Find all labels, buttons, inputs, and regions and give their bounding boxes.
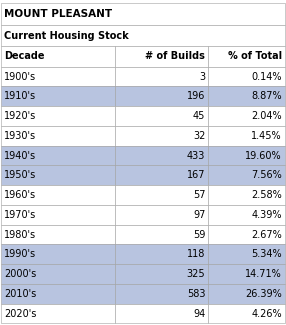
Bar (1, 304, 115, 323)
Text: 4.39%: 4.39% (251, 210, 282, 220)
Bar (115, 46, 208, 67)
Text: 3: 3 (199, 72, 205, 82)
Text: 1960's: 1960's (4, 190, 36, 200)
Bar (115, 86, 208, 106)
Text: MOUNT PLEASANT: MOUNT PLEASANT (4, 9, 112, 19)
Bar (115, 106, 208, 126)
Bar (1, 67, 115, 86)
Bar (208, 205, 285, 225)
Bar (115, 284, 208, 304)
Bar (208, 165, 285, 185)
Bar (208, 284, 285, 304)
Bar (115, 244, 208, 264)
Text: 1970's: 1970's (4, 210, 37, 220)
Bar (208, 185, 285, 205)
Bar (1, 225, 115, 244)
Bar (208, 225, 285, 244)
Bar (1, 126, 115, 146)
Bar (115, 126, 208, 146)
Text: 26.39%: 26.39% (245, 289, 282, 299)
Bar (1, 106, 115, 126)
Text: 19.60%: 19.60% (245, 150, 282, 161)
Text: 2000's: 2000's (4, 269, 37, 279)
Text: 1910's: 1910's (4, 91, 36, 101)
Bar (115, 205, 208, 225)
Text: 59: 59 (193, 229, 205, 240)
Text: 1940's: 1940's (4, 150, 36, 161)
Text: 1980's: 1980's (4, 229, 36, 240)
Bar (1, 205, 115, 225)
Bar (1, 46, 115, 67)
Bar (115, 264, 208, 284)
Text: 97: 97 (193, 210, 205, 220)
Text: 14.71%: 14.71% (245, 269, 282, 279)
Bar (1, 165, 115, 185)
Text: Decade: Decade (4, 51, 45, 61)
Text: 8.87%: 8.87% (251, 91, 282, 101)
Text: 5.34%: 5.34% (251, 249, 282, 259)
Text: 2.04%: 2.04% (251, 111, 282, 121)
Bar (115, 146, 208, 165)
Bar (115, 304, 208, 323)
Text: 94: 94 (193, 308, 205, 318)
Text: 1.45%: 1.45% (251, 131, 282, 141)
Text: 433: 433 (187, 150, 205, 161)
Bar (208, 106, 285, 126)
Text: 1950's: 1950's (4, 170, 37, 180)
Bar (115, 67, 208, 86)
Text: 57: 57 (193, 190, 205, 200)
Text: 2.58%: 2.58% (251, 190, 282, 200)
Bar (115, 165, 208, 185)
Bar (1, 146, 115, 165)
Bar (208, 304, 285, 323)
Bar (115, 185, 208, 205)
Bar (208, 264, 285, 284)
Bar (1, 264, 115, 284)
Bar (1, 284, 115, 304)
Text: 583: 583 (187, 289, 205, 299)
Bar (208, 126, 285, 146)
Text: 0.14%: 0.14% (251, 72, 282, 82)
Text: 196: 196 (187, 91, 205, 101)
Text: 1930's: 1930's (4, 131, 36, 141)
Text: 7.56%: 7.56% (251, 170, 282, 180)
Text: 2010's: 2010's (4, 289, 37, 299)
Bar (1, 86, 115, 106)
Text: Current Housing Stock: Current Housing Stock (4, 31, 129, 41)
Text: % of Total: % of Total (228, 51, 282, 61)
Text: 4.26%: 4.26% (251, 308, 282, 318)
Text: 2.67%: 2.67% (251, 229, 282, 240)
Bar (208, 86, 285, 106)
Bar (208, 46, 285, 67)
Text: 45: 45 (193, 111, 205, 121)
Text: # of Builds: # of Builds (145, 51, 205, 61)
Bar (1, 3, 285, 25)
Bar (208, 244, 285, 264)
Bar (115, 225, 208, 244)
Text: 167: 167 (187, 170, 205, 180)
Bar (1, 25, 285, 46)
Bar (208, 67, 285, 86)
Text: 118: 118 (187, 249, 205, 259)
Bar (208, 146, 285, 165)
Text: 1900's: 1900's (4, 72, 36, 82)
Text: 32: 32 (193, 131, 205, 141)
Bar (1, 244, 115, 264)
Text: 2020's: 2020's (4, 308, 37, 318)
Text: 1990's: 1990's (4, 249, 36, 259)
Bar (1, 185, 115, 205)
Text: 1920's: 1920's (4, 111, 37, 121)
Text: 325: 325 (187, 269, 205, 279)
